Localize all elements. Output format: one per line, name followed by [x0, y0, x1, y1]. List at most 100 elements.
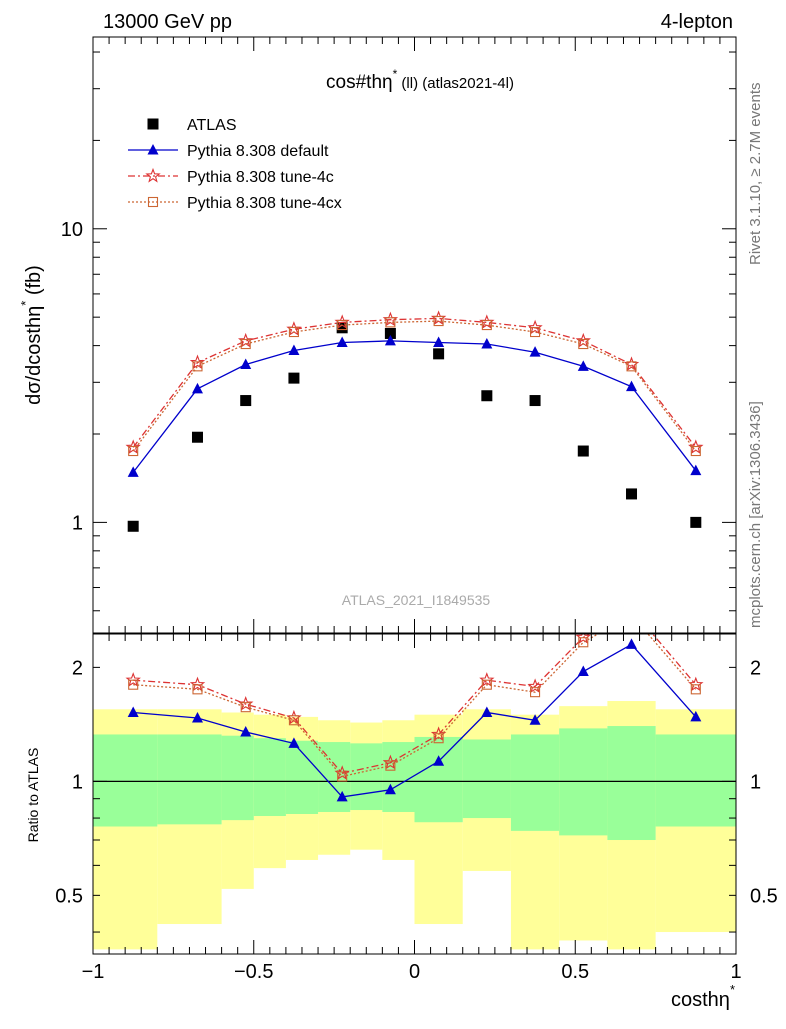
- atlas-point: [626, 488, 638, 500]
- ratio-axes-frame: 0.5 1 2 0.5 1 2 −1 −0.5 0 0.5 1: [55, 633, 778, 983]
- x-axis-tick-label: −1: [82, 961, 105, 983]
- atlas-point: [127, 520, 139, 532]
- pythia-8-308-default-ratio-point: [191, 712, 203, 723]
- atlas-point: [240, 395, 252, 407]
- pythia-8-308-default-ratio-line: [133, 643, 697, 798]
- legend-item-pythia-8-308-default: Pythia 8.308 default: [128, 143, 329, 160]
- pythia-8-308-tune-4cx-ratio-point: [627, 611, 636, 620]
- pythia-8-308-default-ratio-point: [288, 737, 300, 748]
- pythia-8-308-tune-4cx-point: [288, 326, 299, 338]
- legend-label: Pythia 8.308 default: [187, 143, 329, 160]
- pythia-8-308-tune-4cx-point: [530, 326, 541, 338]
- pythia-8-308-tune-4cx-ratio-point: [530, 687, 541, 698]
- pythia-8-308-default-ratio-point: [336, 790, 348, 802]
- pythia-8-308-tune-4cx-point: [481, 320, 492, 331]
- uncertainty-band-inner: [414, 736, 463, 823]
- pythia-8-308-tune-4cx-point: [433, 316, 444, 327]
- x-axis-tick-label: −0.5: [234, 961, 273, 983]
- uncertainty-band-inner: [510, 734, 560, 831]
- pythia-8-308-tune-4cx-point: [385, 317, 396, 328]
- uncertainty-band-inner: [462, 739, 511, 819]
- pythia-8-308-default-point: [481, 338, 493, 349]
- pythia-8-308-tune-4cx-ratio-point: [128, 679, 139, 690]
- legend-item-atlas: ATLAS: [147, 117, 237, 134]
- ratio-y-axis-right-tick-label: 2: [750, 657, 761, 679]
- pythia-8-308-default-ratio-point: [577, 665, 589, 677]
- ratio-y-axis-tick-label: 1: [72, 771, 83, 793]
- x-axis-label: costhη*: [671, 982, 735, 1011]
- pythia-8-308-tune-4cx-ratio-point: [385, 760, 396, 771]
- pythia-8-308-default-ratio-point: [240, 726, 252, 737]
- pythia-8-308-tune-4cx-point: [240, 338, 251, 350]
- ratio-y-axis-tick-label: 2: [72, 657, 83, 679]
- header-right-label: 4-lepton: [661, 11, 733, 33]
- pythia-8-308-tune-4cx-ratio-point: [578, 637, 589, 648]
- series-pythia-8-308-tune-4c: [125, 310, 704, 454]
- pythia-8-308-default-ratio-point: [481, 706, 493, 718]
- pythia-8-308-default-point: [577, 360, 589, 371]
- atlas-point: [577, 445, 589, 457]
- pythia-8-308-default-point: [529, 346, 541, 357]
- pythia-8-308-default-point: [191, 382, 203, 394]
- pythia-8-308-tune-4cx-point: [128, 445, 139, 457]
- ratio-y-axis-label: Ratio to ATLAS: [25, 748, 41, 843]
- uncertainty-band-inner: [607, 726, 656, 841]
- pythia-8-308-tune-4c-ratio-point: [237, 696, 254, 711]
- legend-label: Pythia 8.308 tune-4cx: [187, 195, 342, 212]
- atlas-point: [191, 431, 203, 443]
- uncertainty-band-inner: [655, 734, 736, 827]
- pythia-8-308-tune-4cx-ratio-point: [337, 771, 348, 782]
- pythia-8-308-tune-4cx-ratio-point: [690, 684, 701, 695]
- pythia-8-308-default-point: [127, 466, 139, 477]
- ratio-series-pythia-8-308-default: [127, 638, 702, 802]
- pythia-8-308-tune-4cx-point: [690, 445, 701, 457]
- pythia-8-308-default-ratio-point: [384, 783, 396, 795]
- x-axis-tick-label: 0.5: [561, 961, 589, 983]
- series-pythia-8-308-tune-4cx: [128, 316, 701, 457]
- pythia-8-308-tune-4c-point: [238, 332, 254, 348]
- pythia-8-308-default-ratio-point: [529, 714, 541, 725]
- pythia-8-308-tune-4c-ratio-point: [625, 603, 637, 615]
- mcplots-label: mcplots.cern.ch [arXiv:1306.3436]: [747, 401, 764, 628]
- header-left-label: 13000 GeV pp: [103, 11, 232, 33]
- series-atlas: [127, 322, 702, 532]
- pythia-8-308-tune-4cx-ratio-point: [481, 679, 492, 690]
- legend-marker-point: [145, 167, 161, 183]
- legend-marker-point: [147, 196, 159, 208]
- legend-marker-point: [147, 144, 159, 155]
- pythia-8-308-default-point: [336, 336, 348, 347]
- pythia-8-308-tune-4c-ratio-point: [189, 676, 206, 692]
- top-chart-title: cos#thη* (ll) (atlas2021-4l): [326, 67, 514, 93]
- x-axis-tick-label: 1: [730, 961, 741, 983]
- legend-label: Pythia 8.308 tune-4c: [187, 169, 334, 186]
- pythia-8-308-default-ratio-point: [127, 706, 139, 718]
- pythia-8-308-tune-4c-ratio-line: [133, 634, 697, 775]
- pythia-8-308-default-point: [384, 334, 396, 346]
- top-y-axis-tick-label: 10: [61, 219, 83, 241]
- pythia-8-308-default-ratio-point: [690, 710, 702, 722]
- pythia-8-308-tune-4c-ratio-point: [527, 678, 543, 694]
- uncertainty-band-inner: [93, 734, 158, 827]
- atlas-point: [288, 372, 300, 384]
- uncertainty-band-inner: [221, 735, 254, 821]
- uncertainty-band-inner: [157, 734, 222, 825]
- pythia-8-308-tune-4c-ratio-point: [688, 676, 704, 692]
- atlas-point: [529, 395, 541, 407]
- x-axis-tick-label: 0: [409, 961, 420, 983]
- pythia-8-308-tune-4c-point: [527, 319, 543, 335]
- pythia-8-308-tune-4cx-point: [578, 338, 589, 350]
- uncertainty-band-inner: [350, 743, 383, 811]
- pythia-8-308-tune-4cx-ratio-point: [240, 702, 251, 713]
- pythia-8-308-default-point: [690, 464, 702, 476]
- atlas-point: [384, 327, 396, 339]
- pythia-8-308-tune-4c-ratio-point: [479, 672, 495, 687]
- ratio-series-pythia-8-308-tune-4c: [125, 603, 704, 780]
- pythia-8-308-default-point: [240, 358, 252, 369]
- analysis-watermark: ATLAS_2021_I1849535: [342, 592, 491, 608]
- top-y-axis-tick-label: 1: [72, 512, 83, 534]
- ratio-y-axis-right-tick-label: 1: [750, 771, 761, 793]
- pythia-8-308-tune-4c-point: [189, 354, 206, 370]
- pythia-8-308-default-point: [433, 336, 445, 347]
- rivet-version-label: Rivet 3.1.10, ≥ 2.7M events: [747, 83, 764, 266]
- uncertainty-band-inner: [253, 738, 286, 817]
